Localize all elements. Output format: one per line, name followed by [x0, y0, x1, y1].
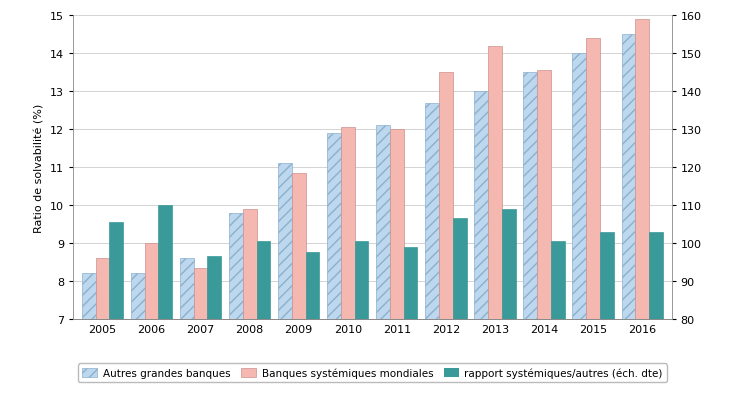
Bar — [207, 256, 221, 409]
Bar — [131, 274, 145, 409]
Bar — [474, 92, 488, 409]
Bar — [488, 47, 502, 409]
Bar — [145, 243, 158, 409]
Bar — [439, 73, 453, 409]
Bar — [96, 258, 110, 409]
Bar — [635, 20, 649, 409]
Bar — [537, 71, 551, 409]
Bar — [292, 173, 306, 409]
Bar — [426, 103, 439, 409]
Bar — [256, 241, 270, 409]
Bar — [572, 54, 586, 409]
Bar — [551, 241, 564, 409]
Y-axis label: Ratio de solvabilité (%): Ratio de solvabilité (%) — [34, 103, 45, 232]
Bar — [586, 39, 600, 409]
Bar — [376, 126, 390, 409]
Legend: Autres grandes banques, Banques systémiques mondiales, rapport systémiques/autre: Autres grandes banques, Banques systémiq… — [77, 364, 667, 382]
Bar — [193, 268, 207, 409]
Bar — [502, 209, 515, 409]
Bar — [82, 274, 96, 409]
Bar — [306, 253, 319, 409]
Bar — [621, 35, 635, 409]
Bar — [278, 164, 292, 409]
Bar — [110, 222, 123, 409]
Bar — [180, 258, 193, 409]
Bar — [600, 232, 614, 409]
Bar — [341, 128, 355, 409]
Bar — [355, 241, 369, 409]
Bar — [243, 209, 256, 409]
Bar — [453, 219, 466, 409]
Bar — [327, 134, 341, 409]
Bar — [404, 247, 418, 409]
Bar — [523, 73, 537, 409]
Bar — [390, 130, 404, 409]
Bar — [229, 213, 243, 409]
Bar — [158, 205, 172, 409]
Bar — [649, 232, 663, 409]
